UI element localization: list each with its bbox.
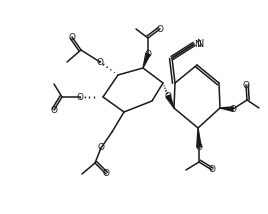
Text: O: O — [144, 49, 151, 58]
Text: O: O — [50, 106, 58, 114]
Text: O: O — [157, 24, 163, 34]
Text: O: O — [98, 144, 105, 153]
Polygon shape — [143, 53, 150, 68]
Text: O: O — [96, 58, 103, 67]
Text: O: O — [229, 104, 236, 113]
Polygon shape — [220, 107, 233, 111]
Text: O: O — [209, 165, 215, 174]
Polygon shape — [197, 128, 201, 147]
Text: N: N — [197, 39, 205, 49]
Text: O: O — [69, 33, 76, 42]
Text: O: O — [165, 92, 172, 101]
Text: O: O — [76, 92, 84, 101]
Text: N: N — [194, 40, 201, 49]
Polygon shape — [166, 95, 174, 108]
Text: O: O — [102, 169, 110, 178]
Text: O: O — [243, 80, 250, 89]
Text: O: O — [195, 143, 203, 152]
